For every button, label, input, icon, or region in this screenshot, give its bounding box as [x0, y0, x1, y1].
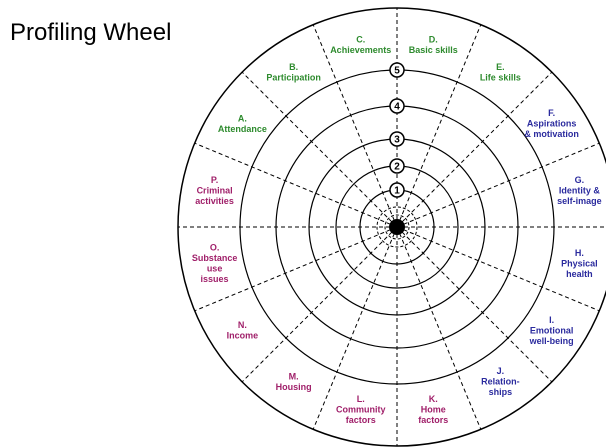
segment-label-line: M. — [289, 371, 299, 381]
ring-number: 3 — [394, 135, 400, 146]
segment-label-line: Home — [421, 404, 446, 414]
ring-badge — [389, 182, 405, 198]
segment-label-line: O. — [210, 243, 220, 253]
segment-label-line: Achievements — [330, 45, 391, 55]
segment-label-line: factors — [418, 415, 448, 425]
segment-label-line: H. — [575, 248, 584, 258]
segment-label: F. Aspirations & motivation — [524, 108, 579, 139]
center-dot — [389, 219, 405, 235]
spoke — [241, 226, 398, 383]
segment-label-line: L. — [357, 394, 365, 404]
segment-label-line: Housing — [276, 382, 312, 392]
segment-label-line: Criminal — [197, 186, 233, 196]
ring-number: 2 — [394, 162, 400, 173]
segment-label-line: use — [207, 264, 223, 274]
segment-label-line: Participation — [266, 73, 321, 83]
spoke — [312, 24, 398, 228]
ring-number: 5 — [394, 66, 400, 77]
segment-label-line: D. — [429, 34, 438, 44]
spoke — [194, 226, 398, 312]
segment-label-line: K. — [429, 394, 438, 404]
segment-label: G. Identity & self-image — [557, 175, 602, 206]
spoke — [312, 226, 398, 430]
inner-ring — [376, 206, 418, 248]
spoke — [396, 226, 600, 312]
segment-label: E. Life skills — [480, 62, 521, 83]
segment-label-line: self-image — [557, 196, 602, 206]
segment-label-line: Basic skills — [409, 45, 458, 55]
segment-label-line: F. — [548, 108, 555, 118]
segment-label-line: Life skills — [480, 73, 521, 83]
segment-label-line: & motivation — [524, 129, 579, 139]
ring-number: 1 — [394, 186, 400, 197]
segment-label-line: Income — [227, 331, 259, 341]
segment-label-line: G. — [575, 175, 585, 185]
segment-label-line: ships — [489, 387, 513, 397]
segment-label: O. Substance use issues — [192, 243, 238, 285]
segment-label-line: C. — [356, 34, 365, 44]
spoke — [396, 71, 553, 228]
segment-label-line: B. — [289, 62, 298, 72]
ring-badge — [389, 158, 405, 174]
segment-label-line: N. — [238, 320, 247, 330]
segment-label-line: factors — [346, 415, 376, 425]
segment-label: N. Income — [227, 320, 259, 341]
segment-label-line: Emotional — [530, 325, 574, 335]
segment-label-line: Relation- — [481, 377, 520, 387]
segment-label-line: issues — [201, 274, 229, 284]
segment-label: M. Housing — [276, 371, 312, 392]
segment-label: K. Home factors — [418, 394, 448, 425]
segment-label-line: Attendance — [218, 124, 267, 134]
spoke — [396, 226, 482, 430]
segment-label: H. Physical health — [561, 248, 598, 279]
ring-badge — [389, 98, 405, 114]
title: Profiling Wheel — [10, 19, 171, 46]
spoke — [396, 142, 600, 228]
segment-label-line: Substance — [192, 253, 238, 263]
outer-circle — [177, 7, 606, 447]
inner-ring — [384, 214, 410, 240]
segment-label-line: Physical — [561, 258, 598, 268]
segment-label-line: E. — [496, 62, 505, 72]
segment-label-line: P. — [211, 175, 218, 185]
segment-label: D. Basic skills — [409, 34, 458, 55]
segment-label: L. Community factors — [336, 394, 386, 425]
segment-label: C. Achievements — [330, 34, 391, 55]
segment-label-line: health — [566, 269, 593, 279]
spoke — [396, 24, 482, 228]
segment-label-line: Identity & — [559, 186, 601, 196]
segment-label: I. Emotional well-being — [529, 315, 574, 346]
segment-label-line: well-being — [529, 336, 574, 346]
segment-label-line: A. — [238, 113, 247, 123]
segment-label-line: Aspirations — [527, 119, 577, 129]
segment-label-line: J. — [497, 366, 505, 376]
segment-label-line: I. — [549, 315, 554, 325]
segment-label: P. Criminal activities — [195, 175, 234, 206]
ring-badge — [389, 131, 405, 147]
segment-label: A. Attendance — [218, 113, 267, 134]
segment-label-line: activities — [195, 196, 234, 206]
segment-label: B. Participation — [266, 62, 321, 83]
segment-label: J. Relation-ships — [481, 366, 520, 397]
spoke — [241, 71, 398, 228]
spoke — [194, 142, 398, 228]
ring-badge — [389, 62, 405, 78]
segment-label-line: Community — [336, 404, 386, 414]
ring-number: 4 — [394, 102, 400, 113]
spoke — [396, 226, 553, 383]
